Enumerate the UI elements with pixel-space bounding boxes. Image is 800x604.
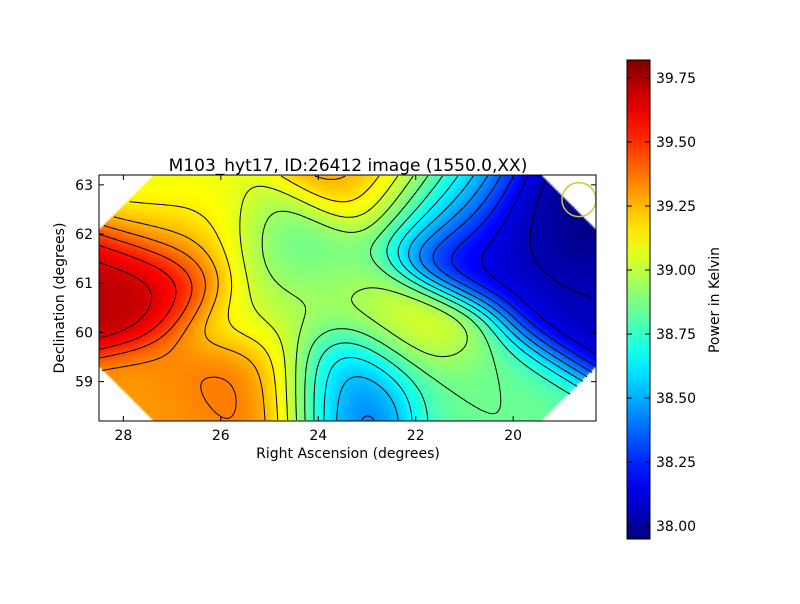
x-axis: 28 26 24 22 20 xyxy=(114,175,522,444)
colorbar xyxy=(626,59,651,540)
y-tick-label: 63 xyxy=(75,178,93,194)
chart-title: M103_hyt17, ID:26412 image (1550.0,XX) xyxy=(169,156,528,176)
contour-level xyxy=(304,175,502,421)
contour-level xyxy=(529,179,596,299)
colorbar-tick-label: 38.50 xyxy=(656,391,696,407)
y-axis-label: Declination (degrees) xyxy=(52,223,68,374)
y-axis: 59 60 61 62 63 xyxy=(75,178,596,391)
colorbar-tick-label: 39.50 xyxy=(656,135,696,151)
y-tick-label: 60 xyxy=(75,325,93,341)
colorbar-label: Power in Kelvin xyxy=(707,247,723,353)
contour-level xyxy=(101,225,237,419)
contour-level xyxy=(99,234,193,359)
contour-level xyxy=(336,175,584,421)
x-tick-label: 24 xyxy=(309,428,327,444)
contour-level xyxy=(129,175,380,421)
x-tick-label: 26 xyxy=(212,428,230,444)
contour-level xyxy=(313,175,571,421)
colorbar-axis: 38.00 38.25 38.50 38.75 39.00 39.25 39.50 39.75 xyxy=(627,71,696,535)
x-tick-label: 20 xyxy=(504,428,522,444)
colorbar-tick-label: 38.00 xyxy=(656,519,696,535)
colorbar-tick-label: 38.25 xyxy=(656,455,696,471)
y-tick-label: 61 xyxy=(75,276,93,292)
contour-level xyxy=(239,175,399,421)
y-tick-label: 59 xyxy=(75,375,93,391)
contour-lines xyxy=(99,175,596,421)
y-tick-label: 62 xyxy=(75,227,93,243)
x-tick-label: 22 xyxy=(407,428,425,444)
contour-level xyxy=(261,175,468,421)
x-tick-label: 28 xyxy=(114,428,132,444)
contour-level xyxy=(481,175,596,355)
contour-level xyxy=(432,175,593,373)
x-axis-label: Right Ascension (degrees) xyxy=(256,446,440,462)
plot-area xyxy=(99,175,597,421)
heatmap-image xyxy=(99,175,596,421)
contour-level xyxy=(113,175,346,421)
contour-level xyxy=(99,262,153,339)
colorbar-tick-label: 39.75 xyxy=(656,71,696,87)
contour-level xyxy=(99,245,177,350)
contour-level xyxy=(361,175,588,421)
colorbar-tick-label: 38.75 xyxy=(656,327,696,343)
contour-level xyxy=(323,175,578,421)
colorbar-tick-label: 39.00 xyxy=(656,263,696,279)
plot-frame xyxy=(98,174,597,422)
colorbar-tick-label: 39.25 xyxy=(656,199,696,215)
